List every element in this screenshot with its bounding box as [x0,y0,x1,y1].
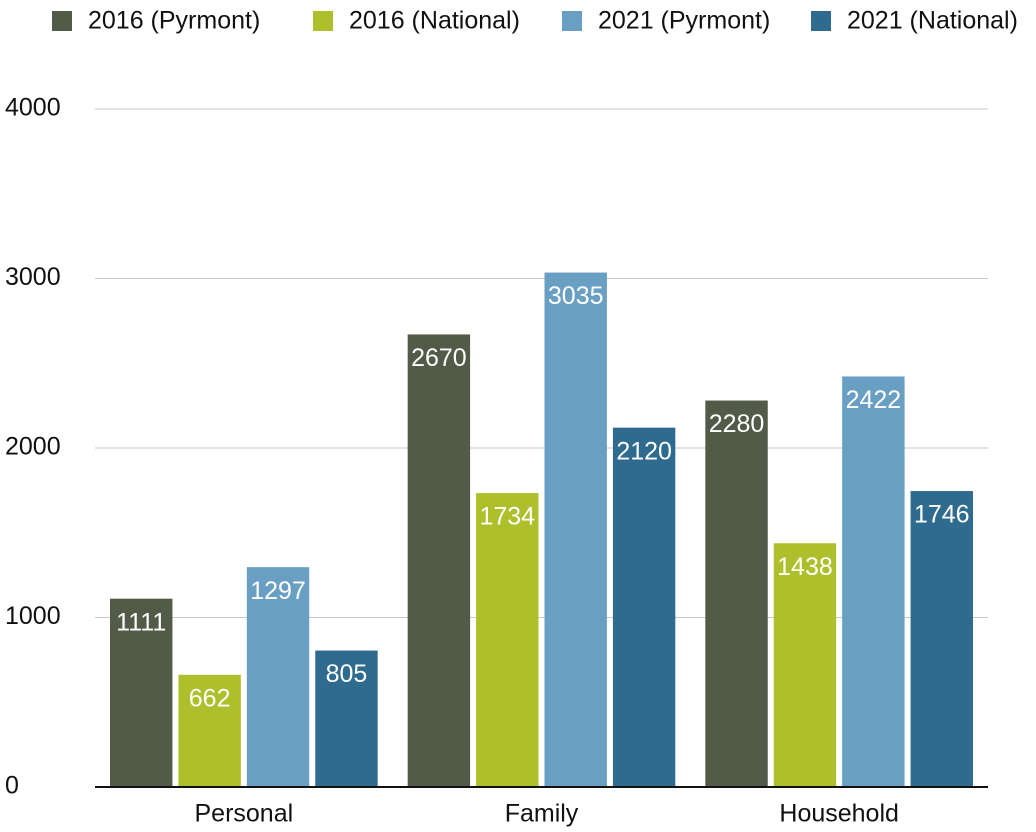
bar [476,493,539,787]
legend-label: 2021 (National) [847,7,1018,35]
legend-label: 2016 (National) [349,7,520,35]
y-tick-label: 4000 [5,94,61,122]
data-label: 1734 [479,503,535,531]
x-tick-label: Household [779,800,899,828]
bar [842,376,905,787]
y-tick-label: 0 [5,772,19,800]
data-label: 662 [189,684,231,712]
y-tick-label: 1000 [5,602,61,630]
bar [612,427,676,787]
y-tick-label: 3000 [5,263,61,291]
legend-swatch [811,11,831,31]
bar [544,272,607,787]
data-label: 2280 [709,410,765,438]
bar [705,400,768,787]
bar [315,650,378,787]
bar [407,334,471,787]
bar [178,674,241,787]
data-label: 2670 [411,344,467,372]
legend-swatch [52,11,72,31]
data-label: 1111 [116,608,166,636]
data-label: 2422 [846,386,902,414]
bar [246,567,310,787]
data-label: 1746 [914,501,970,529]
legend-label: 2016 (Pyrmont) [88,7,260,35]
y-tick-label: 2000 [5,433,61,461]
x-tick-label: Personal [194,800,293,828]
legend-swatch [562,11,582,31]
data-label: 1297 [250,577,306,605]
bar [773,543,837,787]
data-label: 2120 [616,437,672,465]
data-label: 1438 [777,553,833,581]
data-label: 3035 [548,282,604,310]
bar [110,598,173,787]
legend-label: 2021 (Pyrmont) [598,7,770,35]
x-tick-label: Family [505,800,579,828]
legend-swatch [313,11,333,31]
data-label: 805 [326,660,368,688]
bar [910,491,973,787]
